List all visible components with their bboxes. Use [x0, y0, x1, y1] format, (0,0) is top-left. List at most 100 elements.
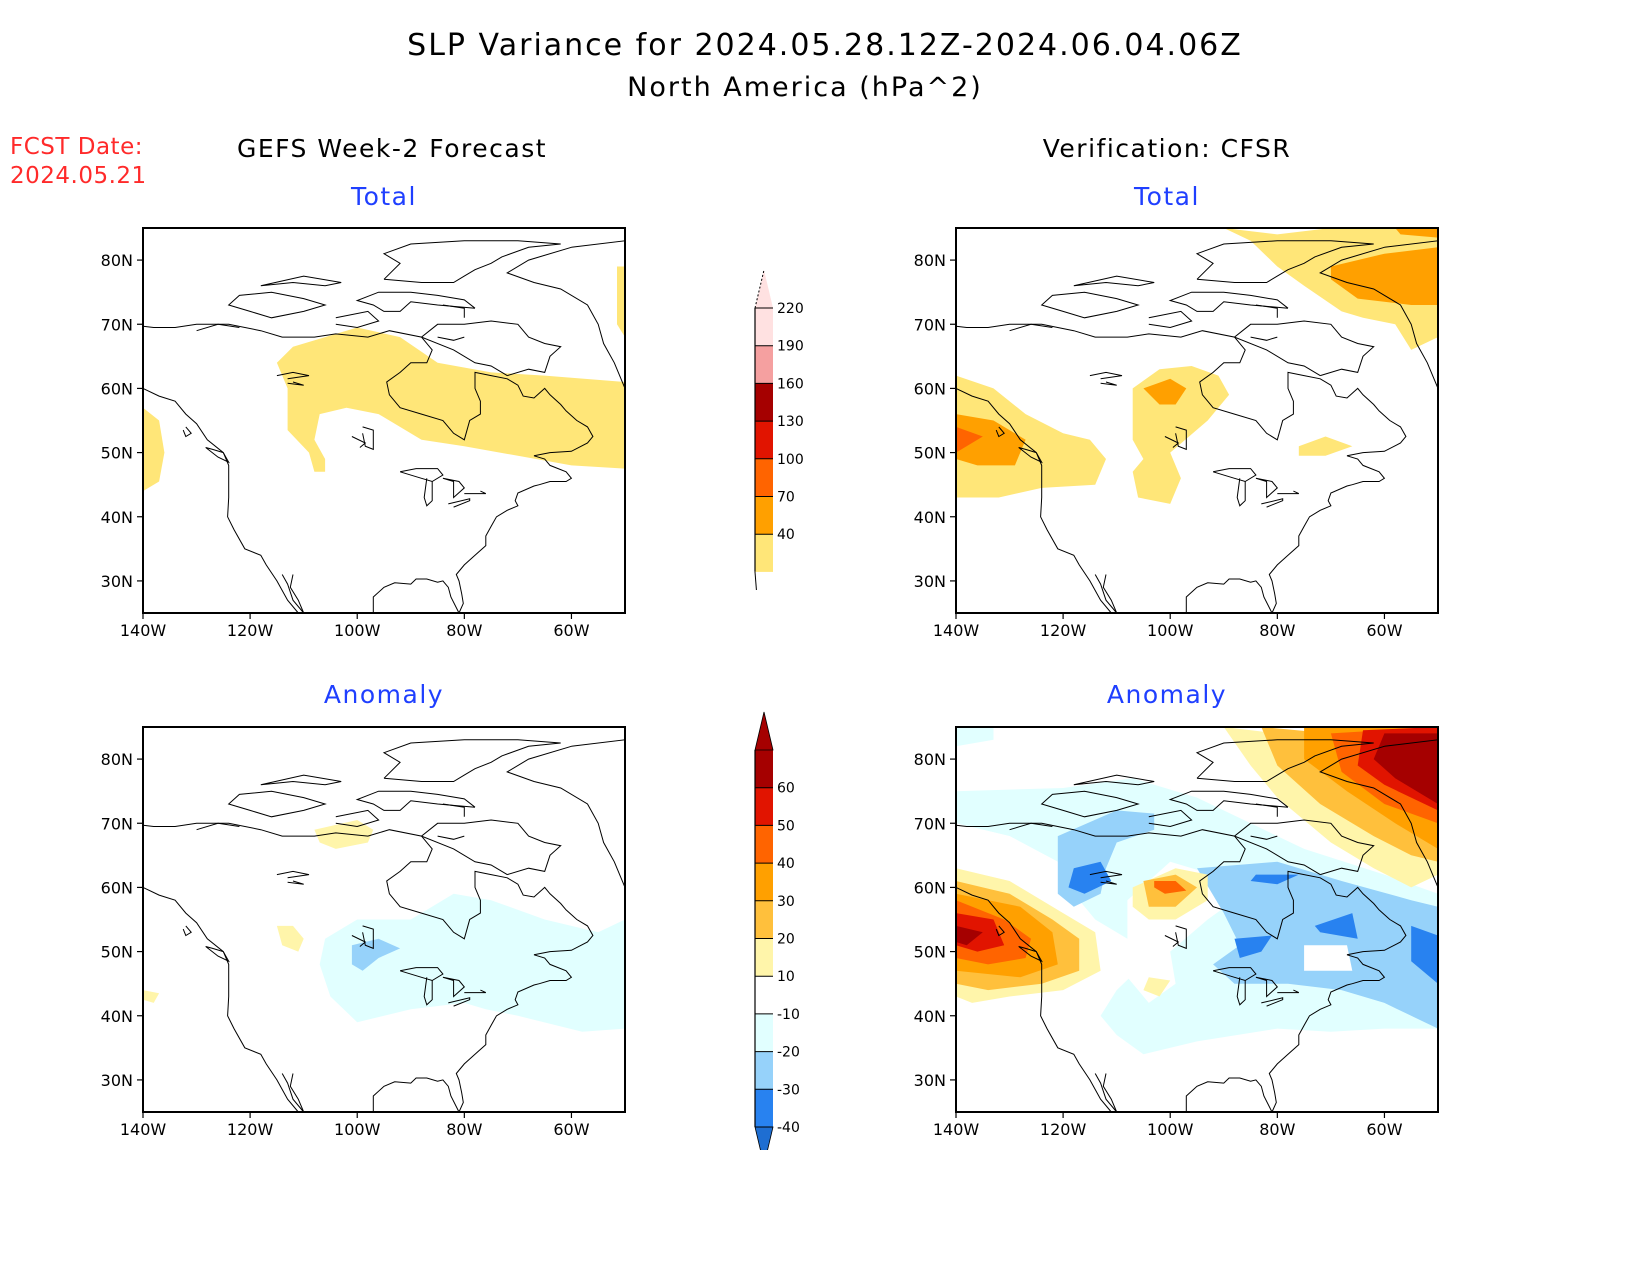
coastline — [351, 935, 367, 947]
coastline — [1018, 447, 1043, 464]
contour-fill-region — [1314, 913, 1358, 939]
forecast-date-value: 2024.05.21 — [10, 163, 147, 189]
lon-tick-label: 100W — [334, 621, 381, 640]
coastline — [437, 835, 465, 840]
coastline — [1009, 822, 1053, 831]
coastline — [448, 997, 471, 1007]
coastline — [281, 1073, 305, 1113]
left-column-title: GEFS Week-2 Forecast — [236, 134, 548, 163]
coastline — [196, 323, 240, 332]
map-frame — [142, 227, 626, 614]
colorbar-extension-outline — [754, 269, 765, 309]
coastline — [276, 371, 310, 380]
colorbar-extension-high — [755, 270, 773, 308]
coastline — [1164, 436, 1180, 448]
lat-tick-label: 60N — [914, 878, 946, 897]
colorbar-band — [755, 383, 773, 422]
coastline-layer — [142, 739, 626, 1113]
map-fcst-anomaly-svg: 80N 70N 60N 50N 40N 30N 140W 120W 100W 80W 60W — [101, 726, 626, 1139]
colorbar-tick-label: 100 — [777, 452, 804, 468]
lat-tick-label: 80N — [914, 251, 946, 270]
contour-fill-region — [1234, 935, 1272, 958]
coastline — [1233, 819, 1375, 876]
coastline — [1073, 275, 1155, 287]
colorbar-tick-label: 130 — [777, 414, 804, 430]
coastline — [1168, 291, 1289, 312]
coastline — [1195, 240, 1374, 283]
coastline — [205, 447, 230, 464]
colorbar-tick-label: 160 — [777, 376, 804, 392]
lat-tick-label: 60N — [101, 878, 133, 897]
colorbar-extension-low — [754, 1126, 774, 1150]
coastline — [227, 790, 327, 818]
lon-tick-label: 140W — [933, 621, 980, 640]
colorbar-band — [755, 534, 773, 572]
lat-tick-label: 70N — [914, 814, 946, 833]
main-subtitle: North America (hPa^2) — [627, 72, 983, 103]
coastline — [464, 490, 487, 495]
coastline — [1102, 1073, 1118, 1113]
colorbar-band — [755, 976, 773, 1014]
coastline — [1102, 574, 1118, 614]
coastline — [1089, 371, 1123, 380]
verif-anomaly-title: Anomaly — [1106, 680, 1228, 709]
contour-fill-region — [1143, 977, 1171, 997]
coastline — [1168, 790, 1289, 811]
lon-tick-label: 120W — [1040, 1120, 1087, 1139]
coastline — [182, 426, 192, 438]
coastline — [142, 387, 299, 614]
coastline — [287, 880, 304, 885]
verif-total-title: Total — [1134, 182, 1200, 211]
map-verif-total: 80N 70N 60N 50N 40N 30N 140W 120W 100W 80W 60W — [914, 227, 1439, 640]
lat-tick-label: 30N — [101, 1071, 133, 1090]
coastline — [995, 925, 1005, 937]
colorbar-tick-label: 190 — [777, 339, 804, 355]
contour-fill-region — [1411, 925, 1438, 984]
map-frame — [955, 227, 1439, 614]
lon-tick-label: 60W — [1366, 621, 1402, 640]
coastline — [442, 976, 465, 998]
lat-tick-label: 80N — [914, 750, 946, 769]
coastline — [260, 275, 342, 287]
lon-tick-label: 80W — [1259, 621, 1295, 640]
contour-fill-region — [276, 327, 625, 472]
lat-tick-label: 30N — [914, 1071, 946, 1090]
contour-fill-region — [956, 414, 1026, 466]
lon-tick-label: 100W — [1147, 1120, 1194, 1139]
contour-fill-region — [1330, 247, 1438, 305]
coastline — [287, 381, 304, 386]
colorbar-extension-high — [754, 711, 774, 751]
coastline — [1040, 790, 1140, 818]
shading-layer — [956, 727, 1438, 1055]
coastline — [1212, 468, 1257, 483]
coastline — [1212, 967, 1257, 982]
contour-fill-region — [1068, 861, 1112, 894]
coastline — [955, 387, 1112, 614]
colorbar-tick-label: 50 — [777, 818, 795, 834]
coastline — [372, 578, 460, 614]
contour-fill-region — [1298, 436, 1353, 456]
contour-fill-region — [1250, 874, 1299, 885]
lat-tick-label: 80N — [101, 251, 133, 270]
contour-fill-region — [956, 375, 1106, 498]
contour-fill-region — [1395, 228, 1438, 238]
coastline — [289, 574, 305, 614]
map-frame — [142, 726, 626, 1113]
lat-tick-label: 40N — [914, 508, 946, 527]
colorbar-total: 40 70 100 130 160 190 220 — [754, 269, 804, 590]
coastline — [335, 310, 380, 329]
coastline — [1255, 477, 1278, 499]
lon-tick-label: 140W — [933, 1120, 980, 1139]
lon-tick-label: 60W — [553, 1120, 589, 1139]
contour-fill-region — [143, 990, 160, 1003]
coastline — [1255, 976, 1278, 998]
lat-tick-label: 80N — [101, 750, 133, 769]
coastline — [1233, 320, 1375, 377]
right-column-title: Verification: CFSR — [1042, 134, 1292, 163]
coastline — [437, 336, 465, 341]
coastline — [399, 468, 444, 483]
lat-tick-label: 40N — [101, 1007, 133, 1026]
contour-fill-region — [351, 938, 401, 971]
colorbar-band — [755, 787, 773, 826]
colorbar-tick-label: 70 — [777, 490, 795, 506]
